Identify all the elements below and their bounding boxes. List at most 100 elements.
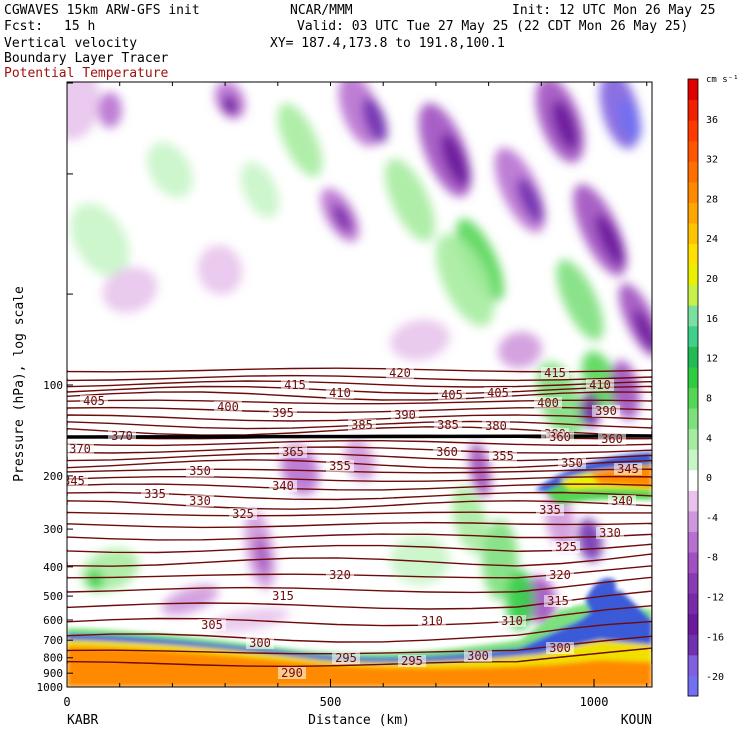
theta-label: 315 (547, 594, 569, 608)
theta-label: 395 (272, 406, 294, 420)
velocity-contour-blob (595, 214, 625, 266)
theta-label-bg (229, 508, 257, 520)
theta-label: 335 (539, 503, 561, 517)
theta-label: 315 (272, 589, 294, 603)
velocity-contour-blob (441, 133, 469, 187)
colorbar-segment (688, 140, 698, 162)
theta-label-bg (614, 463, 642, 475)
colorbar-tick-label: 4 (706, 433, 712, 444)
theta-label-bg (546, 569, 574, 581)
theta-contour (67, 399, 652, 405)
theta-label: 300 (549, 641, 571, 655)
theta-label: 295 (401, 654, 423, 668)
velocity-contour-blob (240, 161, 280, 219)
theta-contour (67, 385, 652, 395)
theta-label: 330 (599, 526, 621, 540)
theta-label-bg (80, 395, 108, 407)
colorbar-segment (688, 572, 698, 594)
theta-label: 300 (249, 636, 271, 650)
theta-label-bg (326, 569, 354, 581)
theta-label-bg (246, 637, 274, 649)
theta-label: 360 (549, 430, 571, 444)
theta-label: 405 (441, 388, 463, 402)
y-tick-label: 300 (43, 523, 63, 536)
theta-label-bg (214, 401, 242, 413)
y-tick-label: 600 (43, 614, 63, 627)
velocity-contour-blob (456, 218, 504, 302)
theta-label-bg (592, 405, 620, 417)
y-tick-label: 200 (43, 470, 63, 483)
velocity-contour-blob (197, 245, 243, 295)
colorbar-segment (688, 469, 698, 491)
theta-label-bg (186, 465, 214, 477)
x-tick-label: 0 (63, 695, 70, 709)
theta-label-bg (269, 590, 297, 602)
theta-label: 345 (617, 462, 639, 476)
theta-contour (67, 511, 652, 517)
theta-label: 355 (492, 449, 514, 463)
velocity-contour-blob (222, 95, 238, 115)
theta-label-bg (278, 667, 306, 679)
theta-label-bg (398, 655, 426, 667)
theta-label: 360 (601, 432, 623, 446)
velocity-contour-blob (255, 535, 269, 575)
theta-label-bg (67, 443, 94, 455)
theta-contour (67, 576, 652, 594)
colorbar-segment (688, 490, 698, 512)
theta-label-bg (498, 615, 526, 627)
x-axis-label: Distance (km) (308, 713, 410, 728)
theta-label: 305 (201, 618, 223, 632)
velocity-contour-blob (552, 100, 578, 150)
theta-label: 415 (544, 366, 566, 380)
theta-contour (67, 565, 652, 579)
colorbar-tick-label: 12 (706, 354, 718, 365)
velocity-contour-blob (516, 177, 544, 223)
velocity-contour-blob (633, 309, 652, 351)
colorbar-tick-label: -16 (706, 632, 724, 643)
theta-label-bg (326, 387, 354, 399)
theta-label: 350 (561, 456, 583, 470)
velocity-contour-blob (147, 142, 193, 198)
theta-contour (67, 521, 652, 529)
colorbar-segment (688, 346, 698, 368)
colorbar-tick-label: 32 (706, 155, 718, 166)
y-tick-label: 900 (43, 667, 63, 680)
velocity-contour-blob (452, 485, 488, 555)
theta-label-bg (434, 419, 462, 431)
theta-contour (67, 590, 652, 610)
theta-contour (67, 543, 652, 554)
colorbar-tick-label: 24 (706, 234, 718, 245)
colorbar-segment (688, 387, 698, 409)
theta-label-bg (546, 642, 574, 654)
theta-contour (67, 446, 652, 454)
y-tick-label: 1000 (37, 681, 64, 694)
colorbar-tick-label: 36 (706, 115, 718, 126)
x-tick-label: 500 (320, 695, 342, 709)
fcst-label: Fcst: (4, 19, 44, 34)
theta-label: 290 (281, 666, 303, 680)
theta-contour (67, 439, 652, 447)
theta-label-bg (484, 387, 512, 399)
velocity-contour-blob (362, 97, 388, 143)
theta-label-bg (391, 409, 419, 421)
velocity-contour-blob (556, 259, 604, 341)
boundary-layer-orange (67, 646, 652, 687)
theta-contour (67, 367, 652, 373)
colorbar-segment (688, 510, 698, 532)
theta-label-bg (141, 488, 169, 500)
velocity-contour-blob (67, 82, 100, 140)
colorbar-segment (688, 181, 698, 203)
velocity-contour-blob (70, 203, 130, 277)
colorbar-segment (688, 408, 698, 430)
theta-label: 415 (284, 378, 306, 392)
theta-contour (67, 374, 652, 382)
theta-label: 300 (467, 649, 489, 663)
theta-label-bg (348, 419, 376, 431)
theta-label: 405 (487, 386, 509, 400)
colorbar-segment (688, 79, 698, 101)
theta-label: 380 (485, 419, 507, 433)
velocity-contour-blob (86, 570, 104, 590)
colorbar-tick-label: -12 (706, 592, 724, 603)
theta-label-bg (281, 379, 309, 391)
theta-label: 310 (421, 614, 443, 628)
